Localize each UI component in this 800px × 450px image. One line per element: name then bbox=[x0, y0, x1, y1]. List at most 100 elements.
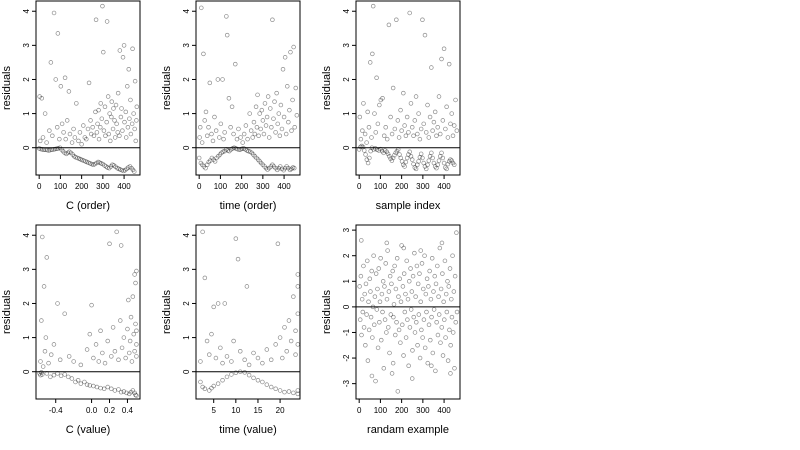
data-point bbox=[434, 133, 439, 139]
x-tick-label: 400 bbox=[437, 406, 451, 415]
data-point bbox=[114, 229, 119, 235]
data-point bbox=[360, 309, 366, 315]
data-point bbox=[421, 121, 426, 127]
data-point bbox=[358, 144, 363, 150]
data-point bbox=[271, 116, 276, 121]
data-point bbox=[386, 289, 392, 294]
x-tick-label: 0.2 bbox=[104, 406, 116, 415]
data-point bbox=[425, 102, 430, 108]
data-point bbox=[282, 325, 287, 330]
data-point bbox=[359, 143, 364, 149]
data-point bbox=[258, 160, 264, 166]
data-point bbox=[371, 253, 376, 258]
y-tick-label: 3 bbox=[22, 267, 31, 272]
data-point bbox=[96, 136, 102, 142]
data-point bbox=[275, 241, 281, 247]
data-point bbox=[440, 155, 446, 161]
data-point bbox=[268, 164, 274, 169]
data-point bbox=[447, 266, 453, 271]
data-point bbox=[280, 355, 285, 361]
data-point bbox=[128, 97, 133, 103]
data-point bbox=[434, 319, 439, 325]
data-point bbox=[386, 325, 391, 330]
data-point bbox=[132, 169, 137, 174]
data-point bbox=[282, 165, 288, 171]
data-point bbox=[213, 128, 219, 133]
data-point bbox=[74, 101, 79, 106]
data-point bbox=[273, 165, 278, 171]
data-point bbox=[245, 136, 250, 142]
data-point bbox=[52, 146, 58, 152]
data-point bbox=[252, 131, 258, 137]
data-point bbox=[422, 164, 428, 169]
data-point bbox=[282, 55, 288, 60]
x-tick-label: 10 bbox=[231, 406, 240, 415]
data-point bbox=[198, 379, 203, 385]
data-point bbox=[384, 136, 390, 142]
data-point bbox=[127, 116, 132, 121]
data-point bbox=[389, 131, 395, 137]
data-point bbox=[389, 281, 394, 287]
data-point bbox=[287, 107, 292, 113]
data-point bbox=[81, 123, 86, 128]
data-point bbox=[121, 335, 127, 340]
data-point bbox=[243, 123, 249, 128]
data-point bbox=[427, 114, 433, 120]
x-tick-label: 0.4 bbox=[122, 406, 134, 415]
data-point bbox=[238, 348, 243, 354]
data-point bbox=[416, 159, 421, 164]
data-point bbox=[431, 307, 437, 312]
data-point bbox=[199, 5, 204, 11]
data-point bbox=[440, 353, 446, 358]
data-point bbox=[360, 128, 365, 133]
data-point bbox=[124, 166, 129, 172]
data-point bbox=[253, 104, 259, 110]
data-point bbox=[294, 113, 300, 118]
data-point bbox=[373, 130, 378, 135]
data-point bbox=[81, 158, 87, 163]
data-point bbox=[398, 155, 404, 161]
data-point bbox=[107, 111, 112, 116]
y-axis-label: residuals bbox=[161, 289, 173, 334]
data-point bbox=[85, 126, 91, 132]
data-point bbox=[38, 146, 44, 152]
data-point bbox=[431, 160, 437, 166]
data-point bbox=[56, 146, 61, 151]
data-point bbox=[224, 354, 230, 359]
data-point bbox=[381, 150, 386, 156]
data-point bbox=[209, 331, 214, 337]
data-point bbox=[444, 166, 449, 172]
data-point bbox=[364, 140, 369, 145]
data-point bbox=[126, 165, 131, 170]
data-point bbox=[427, 268, 432, 274]
plot-frame bbox=[195, 224, 301, 400]
data-point bbox=[134, 104, 140, 110]
data-point bbox=[38, 372, 43, 378]
data-point bbox=[258, 126, 263, 132]
data-point bbox=[243, 147, 248, 152]
data-point bbox=[295, 284, 301, 289]
data-point bbox=[91, 162, 96, 168]
data-point bbox=[369, 135, 374, 140]
data-point bbox=[412, 330, 418, 335]
data-point bbox=[40, 234, 45, 240]
data-point bbox=[295, 391, 301, 397]
data-point bbox=[411, 161, 416, 167]
data-point bbox=[220, 377, 225, 383]
data-point bbox=[413, 94, 419, 99]
data-point bbox=[112, 135, 118, 140]
data-point bbox=[412, 165, 418, 170]
data-point bbox=[44, 140, 49, 145]
data-point bbox=[393, 332, 398, 338]
data-point bbox=[93, 17, 99, 23]
data-point bbox=[408, 101, 414, 106]
data-point bbox=[282, 389, 287, 395]
data-point bbox=[264, 114, 270, 120]
data-point bbox=[415, 281, 421, 287]
data-point bbox=[449, 296, 454, 302]
data-point bbox=[60, 148, 66, 154]
data-point bbox=[198, 359, 203, 364]
data-point bbox=[217, 152, 223, 157]
data-point bbox=[128, 131, 134, 137]
data-point bbox=[91, 383, 96, 389]
